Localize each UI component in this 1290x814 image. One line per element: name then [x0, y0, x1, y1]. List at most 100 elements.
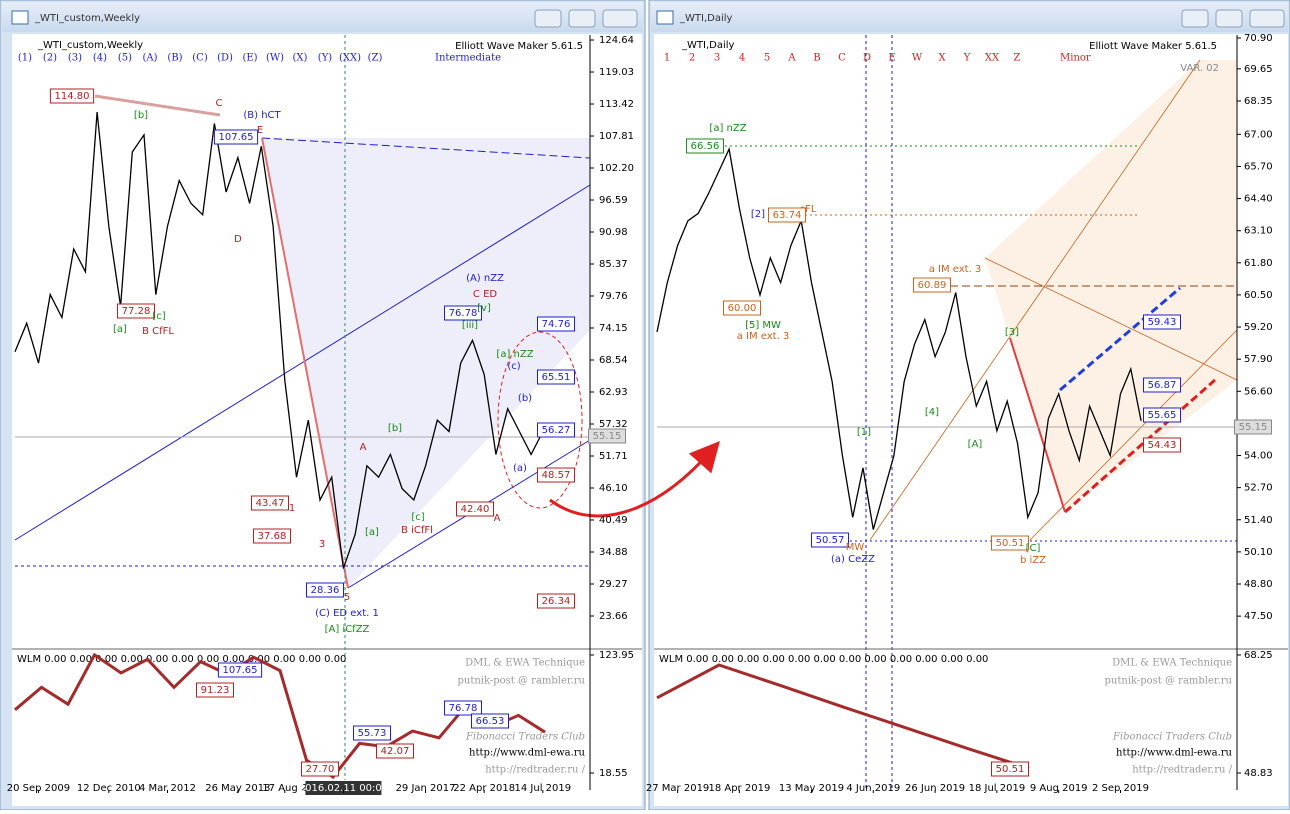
credit: putnik-post @ rambler.ru	[457, 676, 585, 687]
price-tag: 54.43	[1148, 440, 1177, 451]
wave-degree-button[interactable]: (1)	[18, 53, 32, 64]
y-tick-label: 68.54	[599, 355, 628, 366]
wave-degree-button[interactable]: (XX)	[339, 53, 361, 64]
credit: http://www.dml-ewa.ru	[469, 748, 586, 759]
y-tick-label: 68.25	[1244, 650, 1273, 661]
y-tick-label: 96.59	[599, 195, 628, 206]
wave-degree-button[interactable]: (4)	[93, 53, 107, 64]
price-tag: 76.78	[449, 703, 478, 714]
y-tick-label: 119.03	[599, 67, 634, 78]
wave-degree-button[interactable]: (A)	[142, 53, 157, 64]
wave-line	[94, 94, 221, 117]
wave-label: a IM ext. 3	[737, 331, 790, 342]
price-tag-box	[537, 422, 575, 438]
y-tick-label: 56.60	[1244, 386, 1273, 397]
price-tag: 107.65	[219, 132, 254, 143]
price-tag: 26.34	[542, 596, 571, 607]
wave-degree-button[interactable]: 1	[664, 53, 670, 64]
crosshair-label-box	[305, 781, 382, 795]
window-buttons[interactable]	[1181, 9, 1285, 28]
wave-degree-button[interactable]: (C)	[192, 53, 208, 64]
price-tag-box	[251, 495, 289, 511]
wave-degree-button[interactable]: (X)	[293, 53, 308, 64]
price-tag: 66.56	[691, 141, 720, 152]
wave-label: C ED	[473, 289, 497, 300]
wave-degree-button[interactable]: 3	[714, 53, 720, 64]
wave-degree-button[interactable]: B	[813, 53, 820, 64]
wave-degree-button[interactable]: X	[938, 53, 946, 64]
wave-degree-button[interactable]: (Z)	[368, 53, 383, 64]
wave-label: [b]	[134, 110, 148, 121]
y-tick-label: 59.20	[1244, 322, 1273, 333]
price-tag-box	[913, 277, 951, 293]
y-tick-label: 65.70	[1244, 161, 1273, 172]
fan-line	[984, 257, 1238, 381]
wave-degree-button[interactable]: 5	[764, 53, 770, 64]
version: Elliott Wave Maker 5.61.5	[455, 41, 583, 52]
price-tag: 55.15	[593, 431, 622, 442]
wave-degree-button[interactable]: (B)	[167, 53, 182, 64]
wave-label: 3	[319, 539, 325, 550]
credit: Fibonacci Traders Club	[465, 732, 585, 743]
wave-degree-button[interactable]: (W)	[266, 53, 284, 64]
window-icon	[656, 10, 674, 25]
wave-degree-button[interactable]: XX	[985, 53, 1000, 64]
price-tag-box	[1143, 314, 1181, 330]
indicator-line	[14, 652, 546, 779]
y-tick-label: 57.90	[1244, 354, 1273, 365]
channel-line	[1059, 286, 1181, 392]
wave-degree-button[interactable]: (2)	[43, 53, 57, 64]
indicator-label: WLM 0.00 0.00 0.00 0.00 0.00 0.00 0.00 0…	[17, 654, 346, 665]
window-title: _WTI_custom,Weekly	[34, 13, 140, 24]
wave-degree-button[interactable]: W	[912, 53, 923, 64]
price-tag-box	[213, 129, 259, 145]
wave-degree-button[interactable]: C	[838, 53, 846, 64]
wave-degree-button[interactable]: (E)	[242, 53, 257, 64]
wave-label: [A] iCfZZ	[325, 624, 370, 635]
price-tag-box	[1143, 407, 1181, 423]
wave-degree-button[interactable]: D	[863, 53, 871, 64]
wave-degree-button[interactable]: A	[787, 53, 796, 64]
y-tick-label: 107.81	[599, 131, 634, 142]
price-tag: 50.57	[816, 535, 845, 546]
wave-label: a IM ext. 3	[929, 264, 982, 275]
price-tag: 59.43	[1148, 317, 1177, 328]
wave-label: A	[494, 513, 501, 524]
wave-degree-button[interactable]: (D)	[217, 53, 233, 64]
window-buttons[interactable]	[534, 9, 638, 28]
wave-label: [C]	[1026, 543, 1041, 554]
price-tag-box	[444, 305, 482, 321]
price-tag: 42.07	[381, 746, 410, 757]
price-tag: 27.70	[306, 764, 335, 775]
wave-degree-button[interactable]: (Y)	[318, 53, 333, 64]
price-tag: 56.27	[542, 425, 571, 436]
window-icon	[11, 10, 29, 25]
price-tag: 56.87	[1148, 380, 1177, 391]
wave-label: E	[257, 125, 263, 136]
y-tick-label: 64.40	[1244, 194, 1273, 205]
wave-degree-button[interactable]: 2	[689, 53, 695, 64]
variant: VAR. 02	[1180, 63, 1219, 74]
wave-label: [c]	[411, 512, 424, 523]
wave-degree-button[interactable]: E	[888, 53, 895, 64]
wave-degree: Minor	[1060, 53, 1091, 64]
version: Elliott Wave Maker 5.61.5	[1089, 41, 1217, 52]
wave-line	[261, 137, 349, 589]
wave-degree-button[interactable]: 4	[739, 53, 745, 64]
price-tag-box	[471, 713, 509, 729]
y-tick-label: 34.88	[599, 547, 628, 558]
wave-label: 1	[289, 503, 295, 514]
y-tick-label: 47.50	[1244, 611, 1273, 622]
wave-degree-button[interactable]: Y	[963, 53, 971, 64]
x-tick-label: 9 Aug 2019	[1030, 783, 1088, 794]
wave-degree-button[interactable]: Z	[1014, 53, 1021, 64]
channel-line	[1064, 378, 1216, 514]
price-tag-box	[1143, 437, 1181, 453]
wave-label: MW	[846, 542, 865, 553]
x-tick-label: 13 May 2019	[779, 783, 844, 794]
wave-label: (C) ED ext. 1	[315, 608, 379, 619]
wave-degree-button[interactable]: (3)	[68, 53, 82, 64]
price-line	[14, 112, 544, 569]
wave-degree-button[interactable]: (5)	[118, 53, 132, 64]
